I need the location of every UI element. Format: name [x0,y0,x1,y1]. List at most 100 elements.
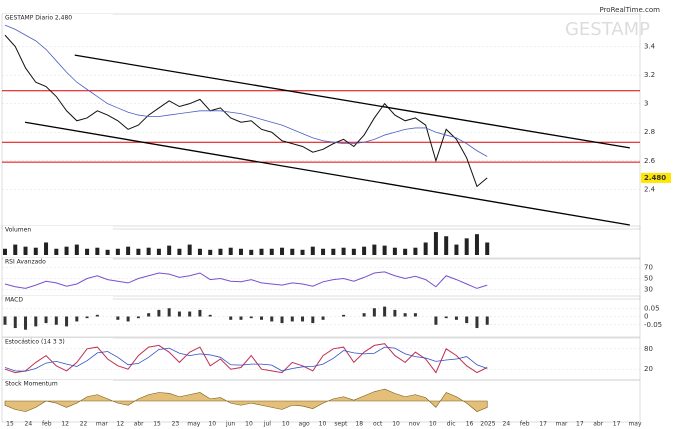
bar [115,248,120,255]
bar [229,316,233,320]
x-tick-label: abr [593,421,603,428]
panel-title: Volumen [5,227,31,234]
bar [249,316,253,319]
series-line [4,346,488,372]
bar [311,316,315,324]
bar [249,249,254,255]
bar [474,234,479,255]
bar [362,313,366,317]
series-line [4,271,488,289]
panel-frame [1,379,641,423]
x-tick-label: 17 [613,421,621,428]
bar [434,316,438,325]
bar [475,316,479,329]
bar [260,316,263,320]
bar [403,248,408,255]
x-tick-label: 22 [80,421,88,428]
bar [485,242,490,255]
bar [64,246,69,255]
last-price-box [641,172,671,183]
bar [444,316,448,319]
y-tick-label: -0.05 [644,321,662,329]
bar [156,248,161,255]
bar [454,316,458,320]
bar [167,245,172,255]
bar [465,316,469,324]
x-tick-label: nov [409,421,420,428]
bar [259,248,264,255]
bar [33,247,38,255]
bar [3,248,7,255]
bar [342,314,346,317]
area [4,388,488,412]
bar [228,247,233,255]
bar [24,316,28,330]
x-tick-label: 18 [355,421,363,428]
bar [116,316,120,320]
bar [321,248,326,255]
x-tick-label: sept [334,421,348,428]
x-tick-label: may [187,421,201,428]
y-tick-label: 70 [644,264,653,272]
bar [95,247,100,255]
bar [54,248,59,255]
x-tick-label: 16 [466,421,474,428]
bar [177,248,182,255]
bar [126,246,131,255]
title-bg [3,296,113,304]
y-tick-label: 2.6 [644,157,656,165]
x-tick-label: feb [42,421,52,428]
bar [239,316,243,320]
bar [413,313,417,317]
bar [218,248,223,255]
bar [270,316,274,322]
x-tick-label: 12 [116,421,124,428]
x-tick-label: jul [263,421,271,428]
bar [310,246,315,255]
x-tick-label: 15 [6,421,14,428]
bar [269,248,274,255]
y-tick-label: 3.4 [644,43,656,51]
bar [136,316,140,319]
bar [300,249,305,255]
panel-title: RSI Avanzado [5,259,46,266]
bar [54,316,58,325]
title-bg [3,258,113,266]
x-tick-label: 10 [282,421,290,428]
y-tick-label: 2.8 [644,128,655,136]
bar [34,316,38,327]
trend-line [24,121,630,226]
series-line [4,343,488,374]
title-bg [3,14,113,22]
bar [392,247,397,255]
trend-line [74,54,630,149]
x-tick-label: 24 [25,421,33,428]
y-tick-label: 50 [644,275,653,283]
bar [351,248,356,255]
y-tick-label: 2.4 [644,185,656,193]
bar [485,316,489,325]
bar [44,242,49,255]
bar [331,248,336,255]
last-price-label: 2.480 [644,174,666,182]
x-tick-label: mar [96,421,109,428]
x-tick-label: 17 [576,421,584,428]
x-tick-label: dic [447,421,456,428]
panel-title: GESTAMP Diario 2,480 [5,15,72,22]
y-tick-label: 0 [644,313,648,321]
y-tick-label: 0.05 [644,304,660,312]
bar [280,247,285,255]
bar [157,309,161,317]
site-logo: ProRealTime.com [599,6,660,14]
bar [65,316,69,327]
bar [188,311,192,317]
bar [167,308,171,317]
x-tick-label: 10 [319,421,327,428]
x-tick-label: 10 [208,421,216,428]
bar [464,238,469,255]
bar [147,313,151,317]
bar [105,249,110,255]
bar [13,316,17,329]
x-tick-label: 23 [172,421,180,428]
